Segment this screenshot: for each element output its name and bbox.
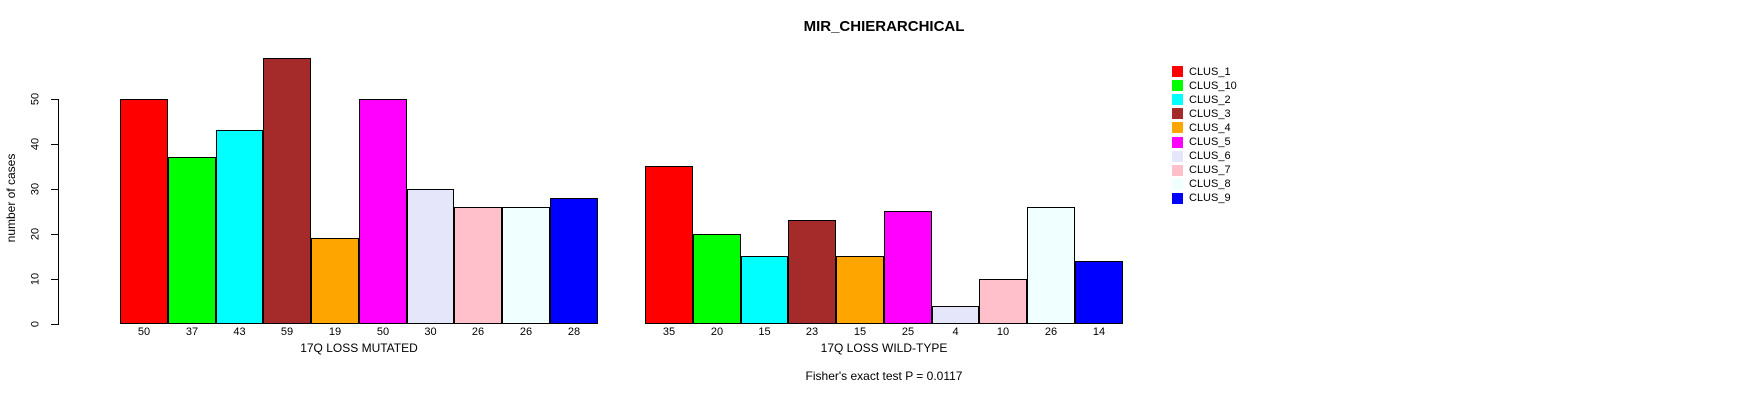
y-axis-tick [51, 144, 58, 145]
legend-label-CLUS_6: CLUS_6 [1189, 150, 1231, 162]
legend-label-CLUS_2: CLUS_2 [1189, 94, 1231, 106]
legend-swatch-CLUS_9 [1172, 193, 1183, 204]
y-axis-tick-label: 10 [29, 272, 42, 286]
y-axis-tick-label: 30 [29, 182, 42, 196]
bar-CLUS_1-group2 [645, 166, 693, 324]
bar-CLUS_4-group2 [836, 256, 884, 324]
bar-CLUS_7-group1 [454, 207, 502, 324]
legend-label-CLUS_9: CLUS_9 [1189, 192, 1231, 204]
bar-value-label: 23 [805, 326, 819, 338]
bar-value-label: 25 [901, 326, 915, 338]
bar-value-label: 35 [662, 326, 676, 338]
y-axis-tick-label: 40 [29, 137, 42, 151]
bar-CLUS_3-group2 [788, 220, 836, 324]
bar-value-label: 50 [376, 326, 390, 338]
bar-CLUS_1-group1 [120, 99, 168, 324]
y-axis-tick [51, 234, 58, 235]
bar-CLUS_5-group2 [884, 211, 932, 324]
bar-CLUS_4-group1 [311, 238, 359, 324]
bar-value-label: 14 [1092, 326, 1106, 338]
legend-swatch-CLUS_6 [1172, 151, 1183, 162]
bar-CLUS_5-group1 [359, 99, 407, 324]
bar-value-label: 28 [567, 326, 581, 338]
legend-swatch-CLUS_10 [1172, 80, 1183, 91]
bar-value-label: 59 [280, 326, 294, 338]
legend-label-CLUS_3: CLUS_3 [1189, 108, 1231, 120]
bar-value-label: 43 [233, 326, 246, 338]
y-axis-tick [51, 189, 58, 190]
bar-value-label: 15 [853, 326, 867, 338]
y-axis-tick [51, 279, 58, 280]
legend-swatch-CLUS_1 [1172, 66, 1183, 77]
legend-label-CLUS_5: CLUS_5 [1189, 136, 1231, 148]
legend-label-CLUS_1: CLUS_1 [1189, 66, 1231, 78]
bar-value-label: 26 [519, 326, 533, 338]
fisher-test-annotation: Fisher's exact test P = 0.0117 [805, 369, 963, 383]
x-label-mutated: 17Q LOSS MUTATED [300, 341, 418, 355]
x-label-wildtype: 17Q LOSS WILD-TYPE [820, 341, 948, 355]
legend-label-CLUS_7: CLUS_7 [1189, 164, 1231, 176]
y-axis-label: number of cases [4, 153, 18, 243]
bar-value-label: 26 [471, 326, 485, 338]
bar-value-label: 4 [952, 326, 959, 338]
bar-CLUS_6-group2 [932, 306, 979, 324]
y-axis-tick-label: 20 [29, 227, 42, 241]
legend-swatch-CLUS_7 [1172, 165, 1183, 176]
bar-CLUS_10-group2 [693, 234, 741, 324]
bar-CLUS_10-group1 [168, 157, 216, 324]
legend-label-CLUS_10: CLUS_10 [1189, 80, 1237, 92]
legend-swatch-CLUS_5 [1172, 137, 1183, 148]
bar-value-label: 19 [328, 326, 342, 338]
legend-swatch-CLUS_3 [1172, 108, 1183, 119]
y-axis-tick [51, 99, 58, 100]
legend-swatch-CLUS_4 [1172, 122, 1183, 133]
bar-CLUS_7-group2 [979, 279, 1027, 324]
bar-CLUS_8-group2 [1027, 207, 1075, 324]
bar-value-label: 15 [758, 326, 771, 338]
bar-value-label: 30 [424, 326, 437, 338]
legend-label-CLUS_4: CLUS_4 [1189, 122, 1231, 134]
bar-CLUS_3-group1 [263, 58, 311, 324]
bar-value-label: 50 [137, 326, 151, 338]
bar-value-label: 26 [1044, 326, 1058, 338]
bar-CLUS_8-group1 [502, 207, 550, 324]
y-axis-tick-label: 0 [29, 320, 42, 328]
bar-CLUS_2-group1 [216, 130, 263, 324]
bar-CLUS_2-group2 [741, 256, 788, 324]
bar-CLUS_9-group1 [550, 198, 598, 324]
bar-value-label: 20 [710, 326, 724, 338]
legend-label-CLUS_8: CLUS_8 [1189, 178, 1231, 190]
bar-value-label: 10 [996, 326, 1010, 338]
chart-title: MIR_CHIERARCHICAL [803, 18, 965, 35]
y-axis-tick [51, 324, 58, 325]
legend-swatch-CLUS_2 [1172, 94, 1183, 105]
bar-CLUS_6-group1 [407, 189, 454, 324]
bar-CLUS_9-group2 [1075, 261, 1123, 324]
legend-swatch-CLUS_8 [1172, 179, 1183, 190]
y-axis-tick-label: 50 [29, 92, 42, 106]
y-axis-line [58, 99, 59, 325]
bar-value-label: 37 [185, 326, 199, 338]
